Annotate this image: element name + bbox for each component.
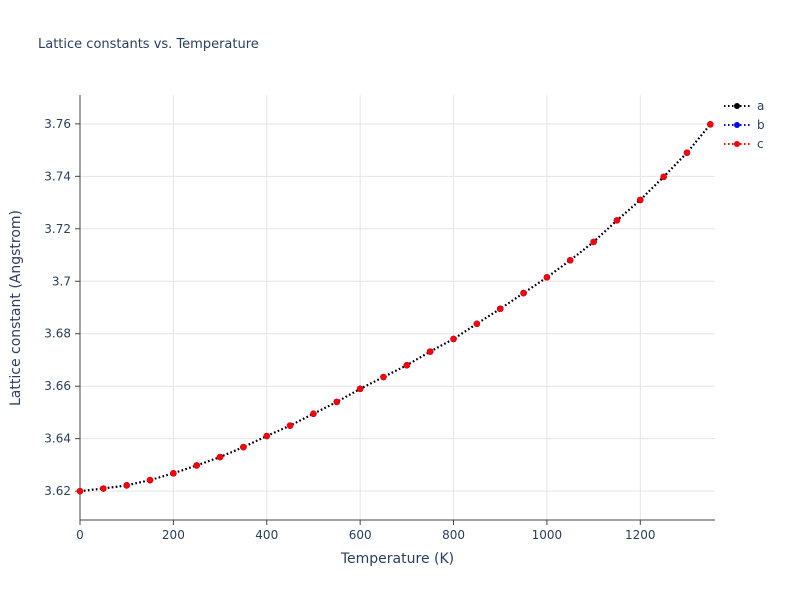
legend-marker-b — [724, 122, 750, 128]
series-a-line — [79, 123, 712, 493]
series-c-point — [263, 432, 270, 440]
legend-marker-c — [724, 141, 750, 147]
x-axis-label: Temperature (K) — [340, 551, 455, 567]
series-c-point — [450, 335, 457, 343]
series-c-point — [146, 476, 154, 484]
y-axis-label: Lattice constant (Angstrom) — [8, 209, 24, 406]
series-c-point — [100, 485, 107, 492]
x-tick-label: 0 — [76, 528, 84, 542]
series-c-line — [79, 123, 712, 493]
series-c-point — [240, 443, 247, 451]
x-tick-label: 1200 — [625, 528, 656, 542]
series-c-point — [170, 470, 177, 477]
x-tick-label: 400 — [255, 528, 278, 542]
series-b-line — [79, 123, 712, 493]
series-c-point — [660, 173, 667, 181]
series-c-point — [123, 482, 130, 489]
x-tick-label: 600 — [349, 528, 372, 542]
y-tick-label: 3.76 — [44, 117, 71, 131]
series-c-point — [567, 257, 574, 264]
series-c-point — [286, 422, 294, 429]
series-c-point — [707, 121, 714, 128]
series-c-point — [683, 149, 691, 156]
y-tick-label: 3.62 — [44, 484, 71, 498]
y-tick-label: 3.68 — [44, 327, 71, 341]
series-c-point — [590, 238, 597, 246]
series-c-point — [216, 453, 224, 461]
legend-label-a: a — [757, 99, 765, 113]
series-c-point — [333, 398, 341, 406]
series-c-point — [403, 362, 411, 369]
chart-title: Lattice constants vs. Temperature — [38, 37, 259, 52]
y-tick-label: 3.74 — [44, 169, 71, 183]
series-c-point — [520, 289, 527, 297]
series-c-point — [76, 487, 84, 495]
legend-label-b: b — [757, 118, 765, 132]
series-c-point — [426, 348, 434, 355]
x-tick-label: 200 — [162, 528, 185, 542]
y-tick-label: 3.64 — [44, 432, 71, 446]
series-c-point — [543, 274, 551, 281]
x-tick-label: 1000 — [532, 528, 563, 542]
series-c-point — [380, 373, 387, 381]
series-c-point — [637, 196, 644, 204]
legend-label-c: c — [757, 137, 764, 151]
series-c-point — [613, 217, 621, 224]
series-c-point — [473, 320, 481, 327]
series-c-point — [356, 385, 364, 393]
legend-item-b[interactable]: b — [722, 118, 765, 132]
legend-item-c[interactable]: c — [722, 137, 765, 151]
y-tick-label: 3.66 — [44, 379, 71, 393]
legend-item-a[interactable]: a — [722, 99, 765, 113]
y-tick-label: 3.72 — [44, 222, 71, 236]
y-tick-label: 3.7 — [52, 274, 71, 288]
series-c-point — [310, 410, 317, 417]
x-tick-label: 800 — [442, 528, 465, 542]
series-c-point — [497, 305, 504, 313]
legend-marker-a — [724, 103, 750, 109]
series-c-point — [193, 462, 200, 469]
